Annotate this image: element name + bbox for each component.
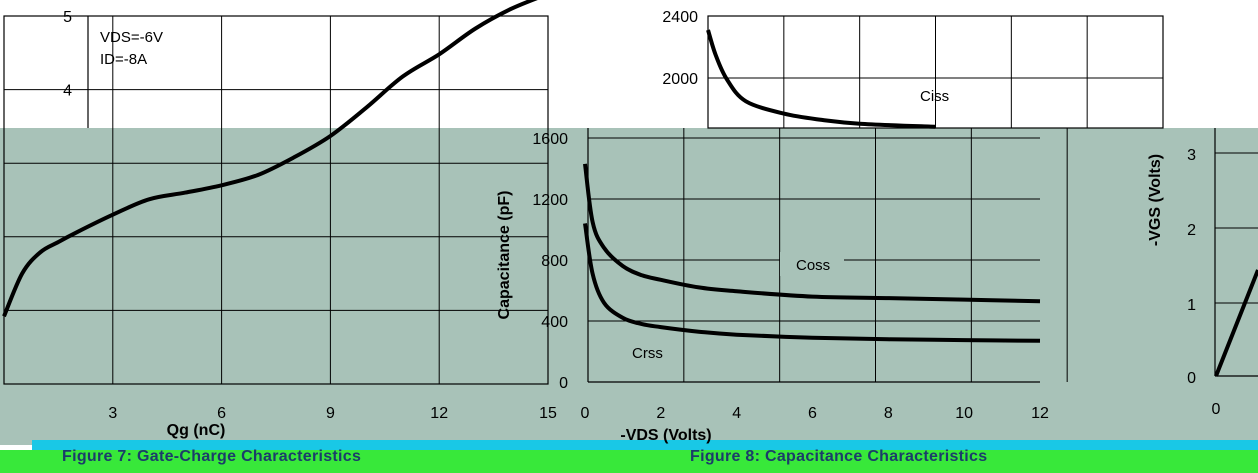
figure8-x-tick-6: 6	[808, 405, 817, 422]
figure8-y-tick-2400: 2400	[662, 9, 698, 26]
figure7-grid	[4, 16, 548, 384]
figure8-x-tick-2: 2	[656, 405, 665, 422]
figure7-x-tick-15: 15	[539, 405, 557, 422]
figure8-grid	[587, 16, 1163, 383]
figure8-x-ticks: 0 2 4 6 8 10 12	[581, 405, 1049, 422]
figure7-annotation-id: ID=-8A	[100, 51, 147, 68]
figure8-y-tick-1200: 1200	[532, 192, 568, 209]
figure7-chart: 54 3 6 9 12 15 VDS=-6V ID=-8A Qg (nC)	[2, 0, 557, 439]
crss-curve	[583, 223, 1041, 343]
right-y-tick-0: 0	[1187, 370, 1196, 387]
figure8-y-tick-2000: 2000	[662, 71, 698, 88]
figure8-x-tick-10: 10	[955, 405, 973, 422]
figure8-x-tick-12: 12	[1031, 405, 1049, 422]
figure7-caption: Figure 7: Gate-Charge Characteristics	[62, 448, 362, 465]
figure7-y-tick-4: 4	[63, 83, 72, 100]
figure8-x-tick-4: 4	[732, 405, 741, 422]
right-y-tick-3: 3	[1187, 147, 1196, 164]
ciss-curve	[706, 29, 936, 129]
figure7-x-tick-9: 9	[326, 405, 335, 422]
figure8-x-axis-label: -VDS (Volts)	[620, 427, 711, 444]
figure7-vgs-curve	[2, 0, 538, 318]
right-y-tick-2: 2	[1187, 222, 1196, 239]
figure8-x-tick-0: 0	[581, 405, 590, 422]
figure8-y-tick-0: 0	[559, 375, 568, 392]
figure8-y-tick-1600: 1600	[532, 131, 568, 148]
figure7-x-ticks: 3 6 9 12 15	[108, 405, 557, 422]
coss-label: Coss	[796, 257, 830, 274]
figure7-annotation-vds: VDS=-6V	[100, 29, 163, 46]
figure7-x-axis-label: Qg (nC)	[167, 422, 226, 439]
right-y-axis-label: -VGS (Volts)	[1147, 154, 1164, 246]
figure8-caption: Figure 8: Capacitance Characteristics	[690, 448, 988, 465]
crss-label: Crss	[632, 345, 663, 362]
right-partial-chart: 3 2 1 0 0 -VGS (Volts)	[1147, 128, 1258, 418]
ciss-label: Ciss	[920, 88, 949, 105]
coss-label-bg	[780, 252, 844, 276]
right-y-tick-1: 1	[1187, 297, 1196, 314]
figure8-y-tick-400: 400	[541, 314, 568, 331]
figure8-y-ticks: 2400 2000 1600 1200 800 400 0	[532, 9, 698, 392]
overlay-band	[0, 128, 1258, 445]
figure8-x-tick-8: 8	[884, 405, 893, 422]
right-x-tick-0: 0	[1212, 401, 1221, 418]
cyan-strip	[32, 440, 1258, 450]
figure7-y-tick-5: 5	[63, 9, 72, 26]
coss-curve	[583, 163, 1041, 304]
figure8-y-tick-800: 800	[541, 253, 568, 270]
figure7-x-tick-3: 3	[108, 405, 117, 422]
figure8-chart: 2400 2000 1600 1200 800 400 0 0 2 4 6 8 10 12 Coss C…	[496, 9, 1164, 444]
figure7-plot-frame	[3, 15, 549, 385]
figure8-y-axis-label: Capacitance (pF)	[496, 191, 513, 320]
figure7-y-ticks: 54	[63, 9, 72, 100]
green-strip	[0, 450, 1258, 473]
figure7-x-tick-6: 6	[217, 405, 226, 422]
right-partial-curve	[1214, 269, 1258, 377]
figure7-x-tick-12: 12	[430, 405, 448, 422]
figure8-plot-frame	[707, 15, 1164, 129]
